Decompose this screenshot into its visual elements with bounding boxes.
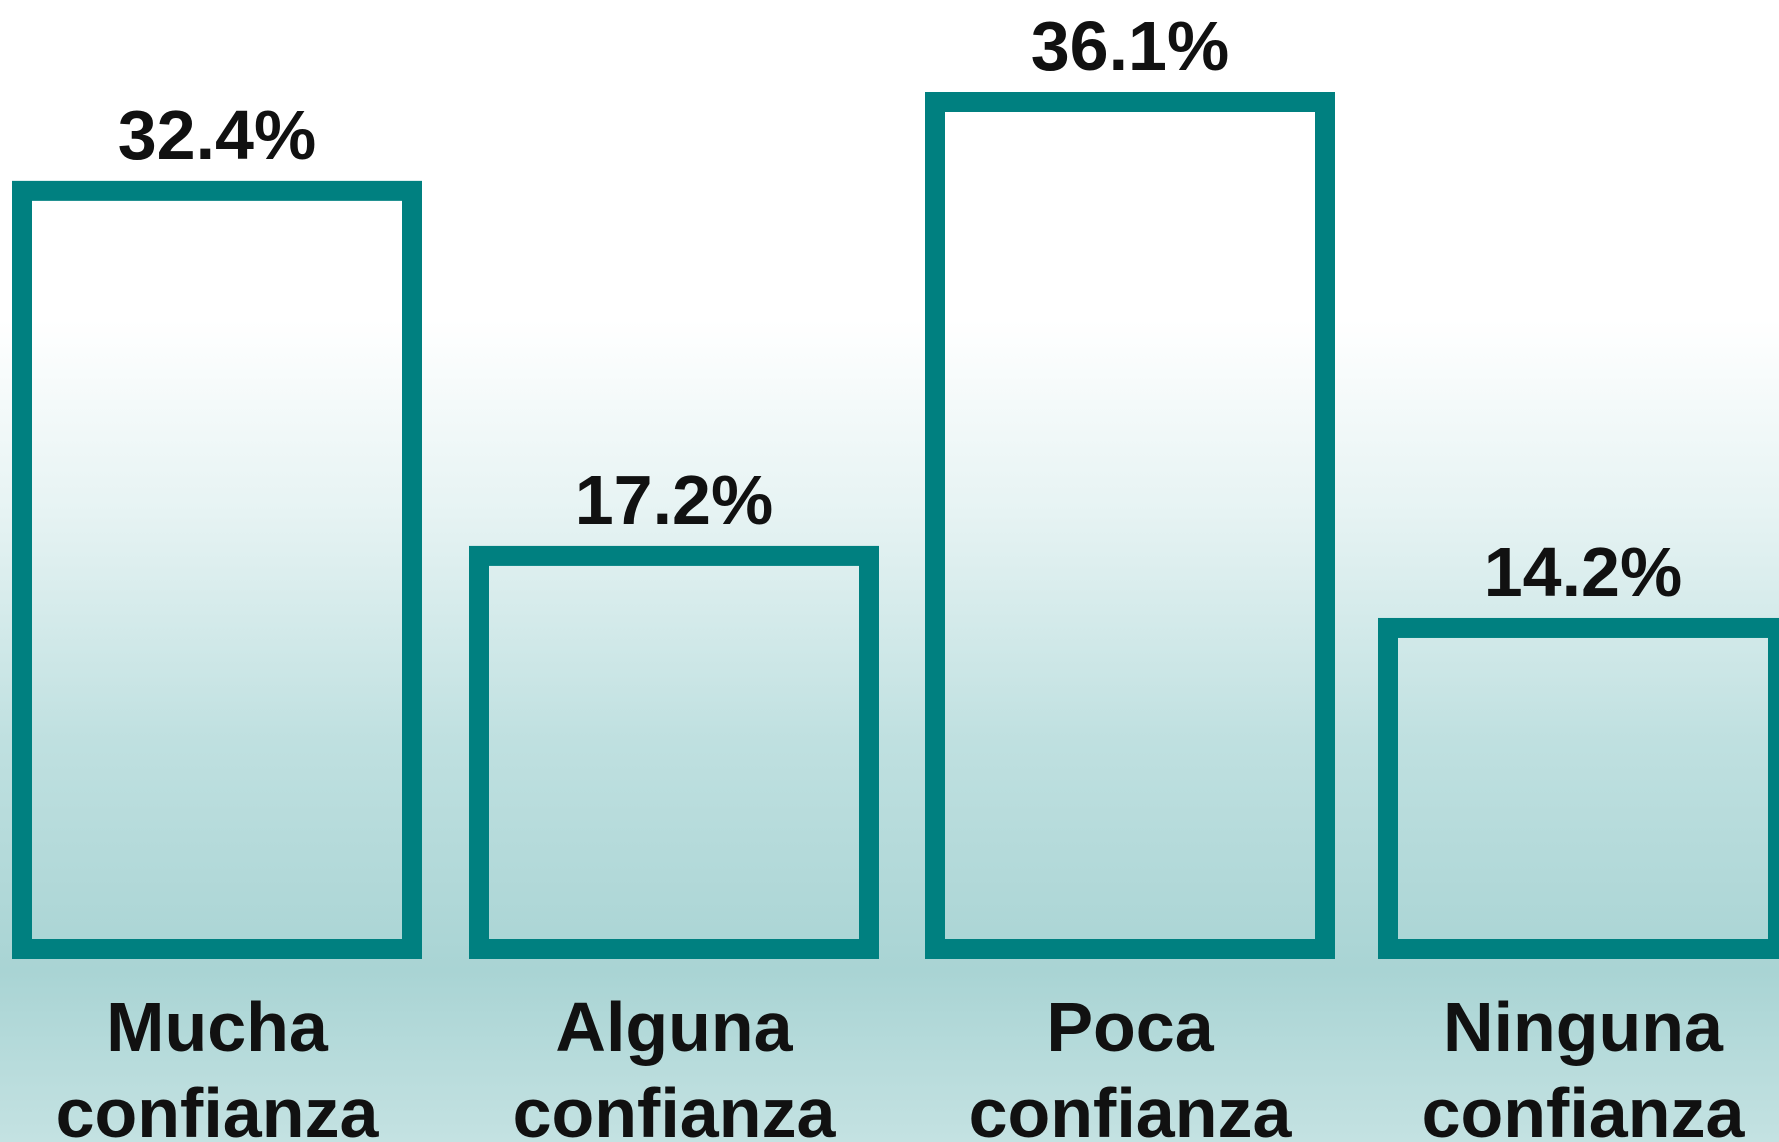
value-label: 32.4% xyxy=(118,96,316,174)
bar xyxy=(12,180,422,959)
category-label: Alguna confianza xyxy=(512,988,836,1142)
value-label: 36.1% xyxy=(1031,7,1229,85)
category-label: Mucha confianza xyxy=(55,988,379,1142)
bar xyxy=(1378,617,1779,959)
value-label: 17.2% xyxy=(575,461,773,539)
bar xyxy=(469,545,879,959)
category-label: Poca confianza xyxy=(968,988,1292,1142)
category-label: Ninguna confianza xyxy=(1421,988,1745,1142)
bar xyxy=(925,92,1335,959)
value-label: 14.2% xyxy=(1484,533,1682,611)
